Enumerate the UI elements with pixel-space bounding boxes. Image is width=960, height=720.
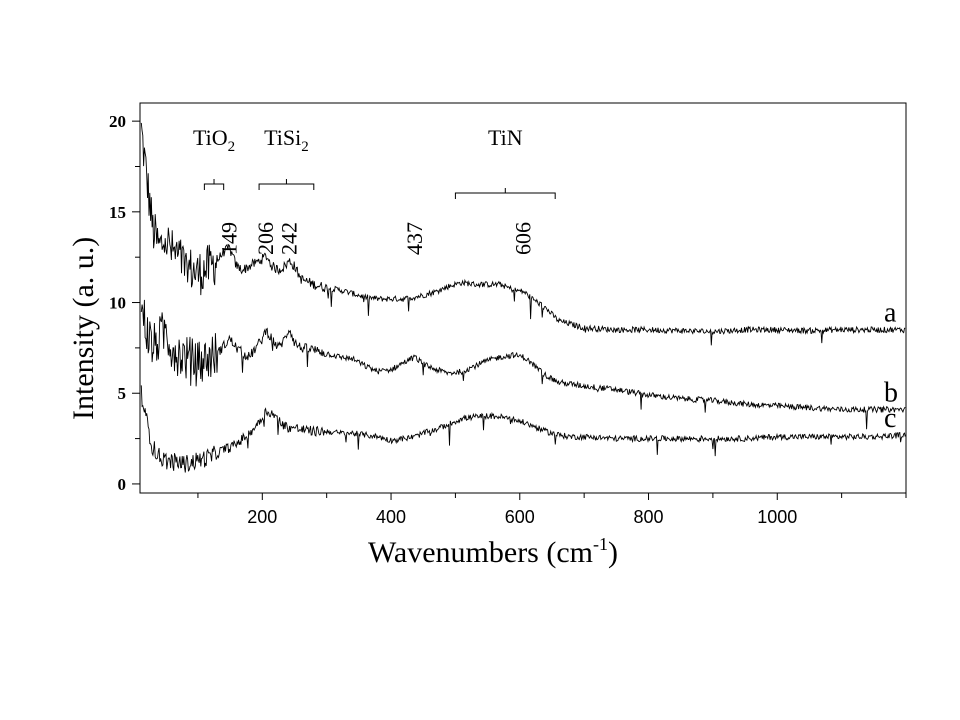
plot-frame [139,102,907,494]
x-axis-title: Wavenumbers (cm-1) [368,534,618,569]
group-bracket [454,188,556,199]
y-tick-label: 20 [109,112,126,131]
peak-label-149: 149 [216,222,241,255]
x-axis-ticks: 200 400 600 800 1000 [197,493,907,527]
group-label: TiN [488,125,523,150]
x-tick-label: 1000 [757,507,797,527]
series-line-b [140,299,906,430]
series-label-a: a [884,298,897,329]
x-axis-title-close: ) [608,536,618,569]
x-tick-label: 400 [376,507,406,527]
y-tick-label: 5 [118,384,127,403]
y-tick-label: 15 [109,203,126,222]
series-label-b: b [884,378,898,409]
peak-label-606: 606 [511,222,536,255]
peak-label-206: 206 [253,222,278,255]
group-bracket [258,179,315,190]
series-layer: a bc [140,122,906,473]
group-label: TiSi2 [264,125,309,155]
y-tick-label: 0 [118,475,127,494]
x-axis-title-sup: -1 [593,534,608,554]
x-tick-label: 200 [247,507,277,527]
group-bracket [203,179,225,190]
series-label-c: c [884,403,896,434]
y-axis-title: Intensity (a. u.) [67,237,100,420]
x-tick-label: 600 [505,507,535,527]
x-axis-title-main: Wavenumbers (cm [368,536,593,569]
series-line-a [140,122,906,346]
group-label: TiO2 [193,125,235,155]
peak-label-437: 437 [402,222,427,255]
series-line-c [140,385,906,473]
x-tick-label: 800 [633,507,663,527]
y-axis-ticks: 0 5 10 15 20 [109,112,140,494]
y-tick-label: 10 [109,294,126,313]
peak-label-242: 242 [276,222,301,255]
